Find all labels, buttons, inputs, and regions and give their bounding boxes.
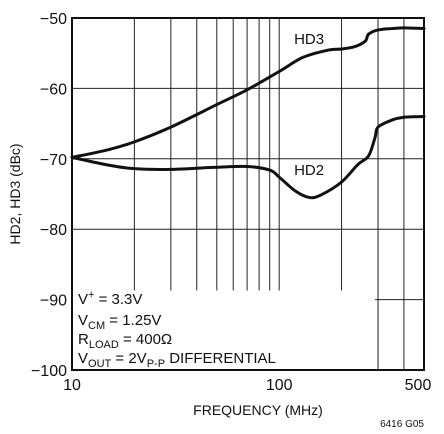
curves	[70, 26, 426, 200]
y-tick-label: −90	[40, 293, 67, 310]
x-tick-label: 10	[63, 377, 81, 394]
y-tick-label: −60	[40, 81, 67, 98]
series-label-hd2: HD2	[294, 162, 324, 179]
figure-id: 6416 G05	[380, 419, 424, 430]
series-line-hd2	[70, 115, 426, 200]
condition-vcm: VCM = 1.25V	[78, 312, 161, 332]
y-tick-label: −100	[31, 363, 67, 380]
y-tick-labels: −50 −60 −70 −80 −90 −100	[31, 11, 67, 380]
condition-rload: RLOAD = 400Ω	[78, 331, 172, 351]
x-axis-label: FREQUENCY (MHz)	[193, 402, 323, 418]
series-label-hd3: HD3	[294, 31, 324, 48]
y-axis-label: HD2, HD3 (dBc)	[7, 143, 23, 244]
conditions-box	[73, 290, 376, 369]
y-tick-label: −80	[40, 222, 67, 239]
x-tick-label: 500	[405, 377, 432, 394]
plot-frame	[71, 17, 425, 371]
y-tick-label: −50	[40, 11, 67, 28]
x-tick-labels: 10 100 500	[63, 377, 431, 394]
condition-vout: VOUT = 2VP-P DIFFERENTIAL	[78, 350, 276, 370]
series-line-hd3	[70, 26, 426, 159]
y-tick-label: −70	[40, 152, 67, 169]
condition-supply: V+ = 3.3V	[78, 289, 142, 308]
test-conditions: V+ = 3.3V VCM = 1.25V RLOAD = 400Ω VOUT …	[78, 289, 276, 370]
x-tick-label: 100	[266, 377, 293, 394]
